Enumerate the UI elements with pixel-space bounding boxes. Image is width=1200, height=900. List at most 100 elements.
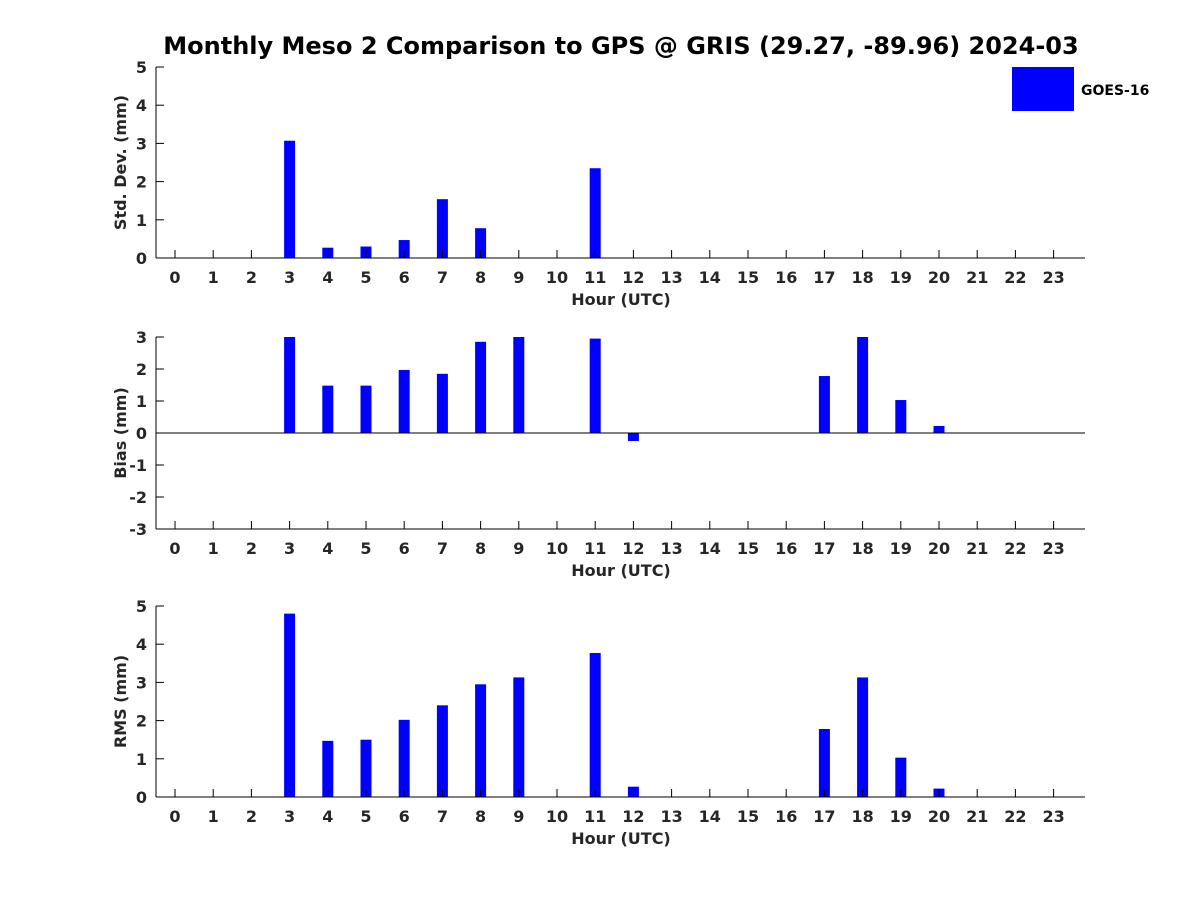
std-dev-xtick-label: 18 xyxy=(851,268,873,287)
bias-ytick-label: -1 xyxy=(129,456,147,475)
bias-xtick-label: 20 xyxy=(928,539,950,558)
rms-xtick-label: 14 xyxy=(699,807,721,826)
bias-ytick-label: 0 xyxy=(136,424,147,443)
std-dev-xtick-label: 16 xyxy=(775,268,797,287)
rms-xtick-label: 17 xyxy=(813,807,835,826)
rms-xtick-label: 20 xyxy=(928,807,950,826)
bias-ytick-label: 2 xyxy=(136,360,147,379)
bias-xtick-label: 10 xyxy=(546,539,568,558)
std-dev-xtick-label: 19 xyxy=(890,268,912,287)
std-dev-ytick-label: 5 xyxy=(136,58,147,77)
bias-ytick-label: -2 xyxy=(129,488,147,507)
rms-bar-hour-11 xyxy=(589,652,601,797)
rms-x-axis-label: Hour (UTC) xyxy=(571,829,671,848)
bias-xtick-label: 8 xyxy=(475,539,486,558)
bias-bar-hour-9 xyxy=(513,337,525,433)
std-dev-xtick-label: 8 xyxy=(475,268,486,287)
bias-xtick-label: 22 xyxy=(1004,539,1026,558)
bias-bar-hour-12 xyxy=(627,433,639,441)
rms-xtick-label: 12 xyxy=(622,807,644,826)
rms-xtick-label: 10 xyxy=(546,807,568,826)
rms-xtick-label: 22 xyxy=(1004,807,1026,826)
bias-bar-hour-19 xyxy=(895,400,907,433)
rms-xtick-label: 7 xyxy=(437,807,448,826)
std-dev-x-axis-label: Hour (UTC) xyxy=(571,290,671,309)
bias-xtick-label: 19 xyxy=(890,539,912,558)
bias-bar-hour-4 xyxy=(322,385,334,433)
chart-title: Monthly Meso 2 Comparison to GPS @ GRIS … xyxy=(163,32,1078,60)
bias-bar-hour-7 xyxy=(436,373,448,433)
rms-bar-hour-8 xyxy=(475,684,487,797)
std-dev-xtick-label: 1 xyxy=(208,268,219,287)
legend-swatch xyxy=(1012,67,1074,111)
bias-xtick-label: 1 xyxy=(208,539,219,558)
std-dev-xtick-label: 23 xyxy=(1042,268,1064,287)
rms-xtick-label: 9 xyxy=(513,807,524,826)
bias-xtick-label: 11 xyxy=(584,539,606,558)
bias-xtick-label: 18 xyxy=(851,539,873,558)
std-dev-xtick-label: 0 xyxy=(169,268,180,287)
bias-xtick-label: 4 xyxy=(322,539,333,558)
std-dev-xtick-label: 15 xyxy=(737,268,759,287)
bias-xtick-label: 7 xyxy=(437,539,448,558)
std-dev-xtick-label: 9 xyxy=(513,268,524,287)
rms-bar-hour-18 xyxy=(857,677,869,797)
rms-xtick-label: 3 xyxy=(284,807,295,826)
rms-xtick-label: 16 xyxy=(775,807,797,826)
std-dev-xtick-label: 3 xyxy=(284,268,295,287)
bias-xtick-label: 9 xyxy=(513,539,524,558)
rms-bar-hour-5 xyxy=(360,739,372,797)
std-dev-ytick-label: 1 xyxy=(136,211,147,230)
std-dev-ytick-label: 3 xyxy=(136,134,147,153)
std-dev-y-axis-label: Std. Dev. (mm) xyxy=(111,95,130,230)
std-dev-xtick-label: 21 xyxy=(966,268,988,287)
rms-xtick-label: 0 xyxy=(169,807,180,826)
rms-bar-hour-3 xyxy=(284,613,296,797)
bias-xtick-label: 21 xyxy=(966,539,988,558)
rms-xtick-label: 6 xyxy=(399,807,410,826)
rms-xtick-label: 8 xyxy=(475,807,486,826)
std-dev-bar-hour-11 xyxy=(589,168,601,258)
std-dev-bar-hour-8 xyxy=(475,228,487,258)
std-dev-xtick-label: 13 xyxy=(660,268,682,287)
std-dev-xtick-label: 2 xyxy=(246,268,257,287)
rms-ytick-label: 2 xyxy=(136,712,147,731)
rms-xtick-label: 4 xyxy=(322,807,333,826)
std-dev-xtick-label: 22 xyxy=(1004,268,1026,287)
std-dev-xtick-label: 7 xyxy=(437,268,448,287)
std-dev-xtick-label: 12 xyxy=(622,268,644,287)
std-dev-xtick-label: 17 xyxy=(813,268,835,287)
bias-xtick-label: 3 xyxy=(284,539,295,558)
std-dev-bar-hour-6 xyxy=(398,240,410,258)
bias-bar-hour-20 xyxy=(933,425,945,433)
std-dev-xtick-label: 14 xyxy=(699,268,721,287)
bias-bar-hour-18 xyxy=(857,337,869,433)
bias-xtick-label: 6 xyxy=(399,539,410,558)
rms-xtick-label: 23 xyxy=(1042,807,1064,826)
rms-bar-hour-6 xyxy=(398,719,410,797)
bias-bar-hour-8 xyxy=(475,341,487,433)
std-dev-xtick-label: 5 xyxy=(360,268,371,287)
bias-xtick-label: 14 xyxy=(699,539,721,558)
rms-xtick-label: 11 xyxy=(584,807,606,826)
bias-xtick-label: 12 xyxy=(622,539,644,558)
std-dev-xtick-label: 10 xyxy=(546,268,568,287)
rms-bar-hour-17 xyxy=(818,729,830,797)
rms-bar-hour-9 xyxy=(513,677,525,797)
legend: GOES-16 xyxy=(1012,67,1149,111)
std-dev-xtick-label: 20 xyxy=(928,268,950,287)
bias-xtick-label: 17 xyxy=(813,539,835,558)
rms-ytick-label: 1 xyxy=(136,750,147,769)
rms-ytick-label: 4 xyxy=(136,635,147,654)
bias-xtick-label: 16 xyxy=(775,539,797,558)
bias-xtick-label: 2 xyxy=(246,539,257,558)
bias-y-axis-label: Bias (mm) xyxy=(111,387,130,479)
rms-bar-hour-4 xyxy=(322,740,334,797)
std-dev-bar-hour-3 xyxy=(284,140,296,258)
bias-xtick-label: 15 xyxy=(737,539,759,558)
bias-xtick-label: 13 xyxy=(660,539,682,558)
bias-ytick-label: -3 xyxy=(129,520,147,539)
